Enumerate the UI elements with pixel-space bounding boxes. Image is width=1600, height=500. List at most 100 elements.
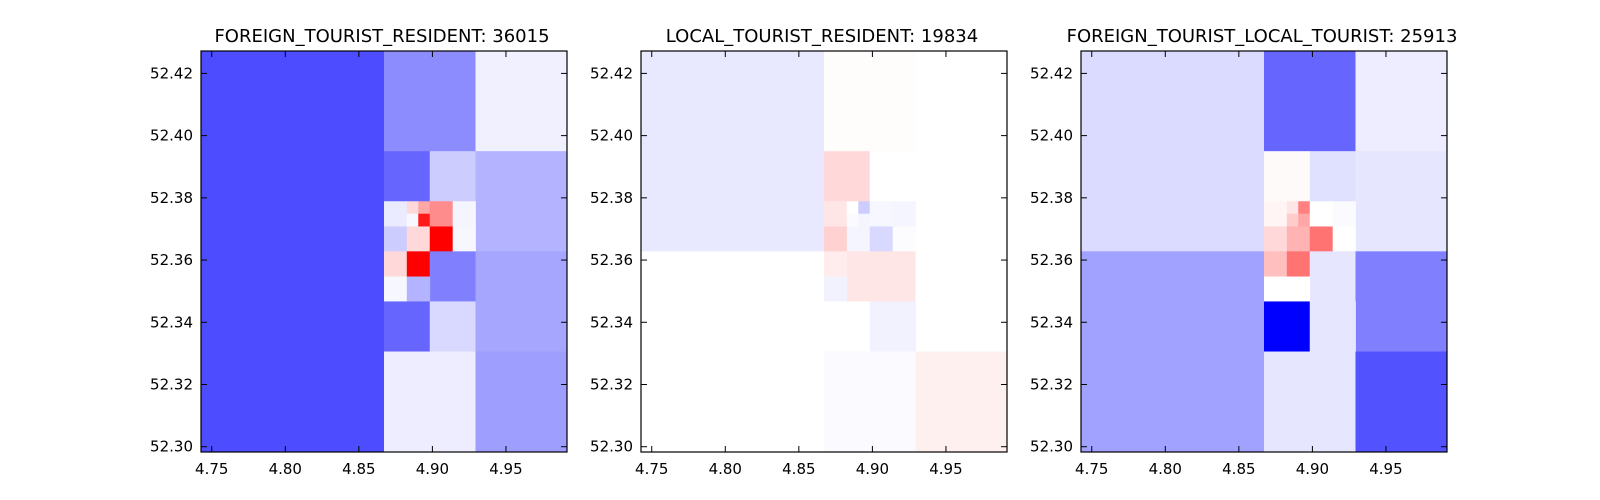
x-tick-label: 4.90 — [856, 460, 889, 478]
heatmap-cell — [824, 351, 916, 453]
heatmap-cell — [475, 351, 568, 453]
y-tick-label: 52.32 — [1030, 375, 1073, 393]
y-tick-label: 52.34 — [1030, 313, 1073, 331]
x-tick-label: 4.90 — [416, 460, 449, 478]
y-tick-label: 52.42 — [590, 64, 633, 82]
heatmap-cell — [846, 213, 859, 227]
heatmap-cell — [452, 226, 476, 252]
subplot-1-axes-frame — [200, 50, 568, 453]
subplot-2: LOCAL_TOURIST_RESIDENT: 19834 4.75 4.80 4.… — [590, 26, 1008, 478]
heatmap-cell — [475, 151, 568, 252]
heatmap-cell — [1264, 226, 1288, 252]
subplot-2-ticks: 4.75 4.80 4.85 4.90 4.95 52.30 52.32 52.34 52.36… — [590, 51, 1007, 478]
heatmap-cell — [1298, 213, 1311, 227]
heatmap-cell — [846, 226, 871, 252]
heatmap-cell — [1286, 226, 1311, 252]
heatmap-cell — [475, 301, 568, 352]
y-tick-label: 52.38 — [1030, 189, 1073, 207]
heatmap-cell — [824, 51, 916, 152]
heatmap-cell — [1309, 251, 1356, 302]
heatmap-cell — [384, 301, 431, 352]
heatmap-cell — [824, 226, 848, 252]
heatmap-cell — [824, 201, 848, 227]
y-tick-label: 52.36 — [150, 251, 193, 269]
y-tick-label: 52.34 — [590, 313, 633, 331]
x-tick-label: 4.85 — [782, 460, 815, 478]
y-tick-label: 52.32 — [150, 375, 193, 393]
heatmap-cell — [429, 301, 476, 352]
x-tick-label: 4.80 — [269, 460, 302, 478]
subplot-1-title: FOREIGN_TOURIST_RESIDENT: 36015 — [214, 26, 549, 47]
heatmap-cell — [892, 201, 916, 227]
heatmap-cell — [1286, 213, 1299, 227]
x-tick-label: 4.95 — [929, 460, 962, 478]
heatmap-cell — [1264, 276, 1311, 302]
heatmap-cell — [406, 276, 431, 302]
heatmap-cell — [1286, 201, 1299, 215]
heatmap-cell — [384, 226, 408, 252]
y-tick-label: 52.38 — [150, 189, 193, 207]
heatmap-cell — [1264, 301, 1311, 352]
heatmap-cell — [384, 276, 408, 302]
heatmap-cell — [641, 51, 825, 252]
heatmap-cell — [418, 201, 431, 215]
heatmap-cell — [824, 151, 871, 202]
heatmap-cell — [1309, 301, 1356, 352]
heatmap-cell — [384, 351, 476, 453]
heatmap-cell — [1355, 251, 1448, 352]
heatmap-cell — [418, 213, 431, 227]
x-tick-label: 4.85 — [1222, 460, 1255, 478]
subplot-3-cells — [1081, 51, 1448, 453]
x-tick-label: 4.85 — [342, 460, 375, 478]
heatmap-cell — [1332, 201, 1356, 227]
heatmap-cell — [406, 251, 431, 277]
heatmap-cell — [452, 201, 476, 227]
heatmap-cell — [406, 226, 431, 252]
heatmap-cell — [915, 51, 1008, 152]
heatmap-cell — [1355, 151, 1448, 252]
subplot-1-ticks: 4.75 4.80 4.85 4.90 4.95 52.30 52.32 52.34 52.36… — [150, 51, 567, 478]
heatmap-cell — [429, 201, 454, 227]
heatmap-cell — [858, 201, 871, 215]
heatmap-cell — [869, 301, 916, 352]
heatmap-cell — [406, 213, 419, 227]
subplot-3-axes-frame — [1080, 50, 1448, 453]
heatmap-cell — [1355, 351, 1448, 453]
subplot-1-cells — [201, 51, 568, 453]
x-tick-label: 4.95 — [1369, 460, 1402, 478]
y-tick-label: 52.30 — [150, 438, 193, 456]
heatmap-cell — [1309, 151, 1356, 202]
subplot-2-title: LOCAL_TOURIST_RESIDENT: 19834 — [666, 26, 978, 47]
subplot-3: FOREIGN_TOURIST_LOCAL_TOURIST: 25913 4.7… — [1030, 26, 1457, 478]
heatmap-cell — [1264, 251, 1288, 277]
subplot-3-ticks: 4.75 4.80 4.85 4.90 4.95 52.30 52.32 52.34 52.36… — [1030, 51, 1447, 478]
heatmap-cell — [824, 251, 848, 277]
heatmap-cell — [1264, 151, 1311, 202]
y-tick-label: 52.30 — [590, 438, 633, 456]
heatmap-cell — [406, 201, 419, 215]
heatmap-cell — [846, 251, 916, 302]
heatmap-cell — [475, 251, 568, 302]
y-tick-label: 52.42 — [150, 64, 193, 82]
y-tick-label: 52.30 — [1030, 438, 1073, 456]
y-tick-label: 52.40 — [150, 127, 193, 145]
heatmap-cell — [1264, 51, 1356, 152]
heatmap-cell — [1081, 51, 1265, 252]
heatmap-cell — [1309, 201, 1334, 227]
heatmap-cell — [858, 213, 871, 227]
heatmap-cell — [824, 301, 871, 352]
heatmap-cell — [1332, 226, 1356, 252]
heatmap-cell — [429, 251, 476, 302]
heatmap-cell — [824, 276, 848, 302]
y-tick-label: 52.36 — [590, 251, 633, 269]
x-tick-label: 4.95 — [489, 460, 522, 478]
heatmap-cell — [384, 201, 408, 227]
x-tick-label: 4.80 — [1149, 460, 1182, 478]
subplot-2-cells — [641, 51, 1008, 453]
y-tick-label: 52.32 — [590, 375, 633, 393]
heatmap-cell — [1298, 201, 1311, 215]
heatmap-cell — [892, 226, 916, 252]
x-tick-label: 4.75 — [635, 460, 668, 478]
heatmap-cell — [475, 51, 568, 152]
heatmap-cell — [429, 226, 454, 252]
